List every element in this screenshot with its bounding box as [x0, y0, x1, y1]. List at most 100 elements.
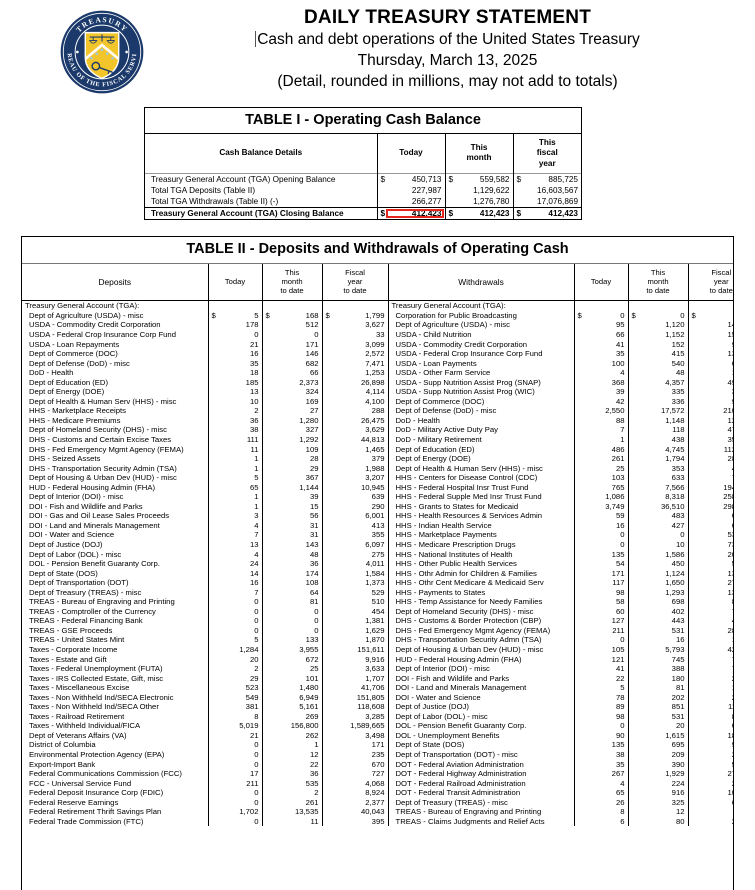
deposit-fiscal-year-to-date: 290	[322, 501, 389, 512]
table-2-row: Dept of Defense (DoD) - misc 35 682 7,471 US…	[22, 358, 733, 369]
deposit-month-to-date: 1,280	[262, 415, 323, 426]
withdrawal-month-to-date: 483	[628, 511, 689, 521]
deposit-month-to-date: 28	[262, 454, 323, 464]
table-1-cell-month: 1,129,622	[445, 184, 514, 196]
deposit-month-to-date: 5,161	[262, 702, 323, 712]
withdrawal-month-to-date: 1,293	[628, 587, 689, 598]
deposit-fiscal-year-to-date: 1,253	[322, 368, 389, 378]
deposit-fiscal-year-to-date: 44,813	[322, 434, 389, 445]
deposit-today: 21	[208, 730, 263, 741]
deposit-fiscal-year-to-date: 2,377	[322, 797, 389, 808]
withdrawal-label: DOT - Federal Highway Administration	[388, 769, 575, 779]
deposit-today: 13	[208, 540, 263, 550]
deposit-fiscal-year-to-date: 3,099	[322, 339, 389, 350]
deposit-month-to-date: 109	[262, 444, 323, 455]
deposit-month-to-date: $168	[262, 310, 323, 321]
withdrawal-today: 35	[574, 759, 629, 770]
deposit-label: Dept of Interior (DOI) - misc	[22, 492, 209, 502]
deposit-today: 0	[208, 329, 263, 340]
withdrawal-today: 60	[574, 606, 629, 617]
deposit-fiscal-year-to-date: 413	[322, 520, 389, 531]
table-1-closing-balance-month: $412,423	[445, 206, 514, 219]
table-2-row: Dept of Housing & Urban Dev (HUD) - misc…	[22, 473, 733, 483]
deposit-fiscal-year-to-date: 1,584	[322, 568, 389, 579]
deposit-today: 7	[208, 587, 263, 598]
withdrawal-fiscal-year-to-date: 18,129	[727, 730, 733, 740]
subtitle-text: Cash and debt operations of the United S…	[257, 30, 640, 48]
deposit-today: 14	[208, 568, 263, 579]
deposit-label: DoD - Health	[22, 368, 209, 378]
withdrawal-month-to-date: 8,318	[628, 492, 689, 502]
deposit-fiscal-year-to-date: 4,068	[322, 778, 389, 789]
table-2-row: Taxes - Miscellaneous Excise 523 1,480 41,7…	[22, 683, 733, 693]
deposit-fiscal-year-to-date: 26,898	[322, 377, 389, 388]
withdrawals-section-fytd	[688, 301, 733, 311]
table-1-closing-balance-today[interactable]: $412,423	[377, 206, 446, 219]
table-1-row-label: Total TGA Withdrawals (Table II) (-)	[145, 195, 378, 208]
withdrawal-today: 765	[574, 482, 629, 493]
withdrawal-label: Corporation for Public Broadcasting	[388, 310, 575, 321]
deposit-today: 0	[208, 740, 263, 751]
deposit-label: FCC - Universal Service Fund	[22, 778, 209, 789]
withdrawal-fiscal-year-to-date: 2,207	[688, 779, 733, 789]
withdrawal-month-to-date: 17,572	[628, 406, 689, 416]
deposit-today: 16	[208, 349, 263, 359]
deposit-fiscal-year-to-date: 6,001	[322, 511, 389, 521]
deposit-fiscal-year-to-date: 1,629	[322, 625, 389, 636]
withdrawal-fiscal-year-to-date: 4,799	[688, 616, 733, 626]
table-2-row: Dept of Homeland Security (DHS) - misc 38…	[22, 425, 733, 435]
deposit-month-to-date: 29	[262, 463, 323, 474]
deposit-month-to-date: 512	[262, 320, 323, 330]
withdrawal-label: TREAS - Bureau of Engraving and Printing	[388, 807, 575, 817]
withdrawal-today: 0	[574, 530, 629, 540]
withdrawal-month-to-date: 443	[628, 616, 689, 626]
deposit-label: DHS - Seized Assets	[22, 454, 209, 464]
table-2-row: Taxes - IRS Collected Estate, Gift, misc…	[22, 673, 733, 684]
withdrawal-fiscal-year-to-date: 28,215	[727, 454, 733, 464]
withdrawal-fiscal-year-to-date: 259	[688, 807, 733, 817]
table-2-row: DOI - Fish and Wildlife and Parks 1 15 290 H…	[22, 501, 733, 512]
deposit-label: DHS - Transportation Security Admin (TSA…	[22, 463, 209, 474]
deposit-fiscal-year-to-date: 529	[322, 587, 389, 598]
withdrawal-fiscal-year-to-date: 6,073	[688, 721, 733, 731]
deposit-fiscal-year-to-date: 4,100	[322, 396, 389, 407]
withdrawal-fiscal-year-to-date: 2,056	[688, 693, 733, 703]
withdrawal-month-to-date: 1,794	[628, 454, 689, 464]
table-2-row: Taxes - Non Withheld Ind/SECA Electronic…	[22, 692, 733, 703]
deposit-month-to-date: 133	[262, 635, 323, 646]
withdrawal-label: DHS - Customs & Border Protection (CBP)	[388, 616, 575, 626]
deposit-month-to-date: 31	[262, 530, 323, 540]
table-2-row: DHS - Seized Assets 1 28 379 Dept of Energy …	[22, 454, 733, 464]
deposit-month-to-date: 0	[262, 625, 323, 636]
deposit-label: Federal Reserve Earnings	[22, 797, 209, 808]
withdrawal-today: 368	[574, 377, 629, 388]
withdrawal-fiscal-year-to-date: 8,105	[688, 597, 733, 607]
table-2-row: Dept of Energy (DOE) 13 324 4,114 USDA - Sup…	[22, 387, 733, 397]
withdrawal-month-to-date: 531	[628, 625, 689, 636]
deposit-label: Taxes - Non Withheld Ind/SECA Electronic	[22, 692, 209, 703]
withdrawal-fiscal-year-to-date: 7,209	[688, 473, 733, 483]
withdrawal-fiscal-year-to-date: 10,806	[727, 788, 733, 798]
withdrawal-label: DHS - Transportation Security Admn (TSA)	[388, 635, 575, 646]
deposit-label: TREAS - Comptroller of the Currency	[22, 606, 209, 617]
withdrawal-label: DoD - Health	[388, 415, 575, 426]
withdrawal-fiscal-year-to-date: 15,194	[727, 329, 733, 339]
withdrawal-today: 171	[574, 568, 629, 579]
deposit-month-to-date: 672	[262, 654, 323, 665]
withdrawal-month-to-date: 4,357	[628, 377, 689, 388]
withdrawal-fiscal-year-to-date: 112,964	[723, 444, 733, 454]
deposit-fiscal-year-to-date: 8,924	[322, 788, 389, 798]
withdrawal-today: 105	[574, 645, 629, 655]
withdrawal-month-to-date: 1,152	[628, 329, 689, 340]
table-2-row: Taxes - Non Withheld Ind/SECA Other 381 5,…	[22, 702, 733, 712]
table-2-row: FCC - Universal Service Fund 211 535 4,068 D…	[22, 778, 733, 789]
withdrawal-today: 35	[574, 349, 629, 359]
deposit-today: 16	[208, 578, 263, 588]
withdrawal-month-to-date: 698	[628, 597, 689, 607]
deposit-month-to-date: 327	[262, 425, 323, 435]
withdrawal-label: Dept of Interior (DOI) - misc	[388, 664, 575, 674]
table-1-closing-balance-fiscal-year: $412,423	[513, 206, 581, 219]
withdrawal-label: HHS - Grants to States for Medicaid	[388, 501, 575, 512]
withdrawal-today: 41	[574, 664, 629, 674]
table-2-row: Taxes - Federal Unemployment (FUTA) 2 25 3,…	[22, 664, 733, 674]
